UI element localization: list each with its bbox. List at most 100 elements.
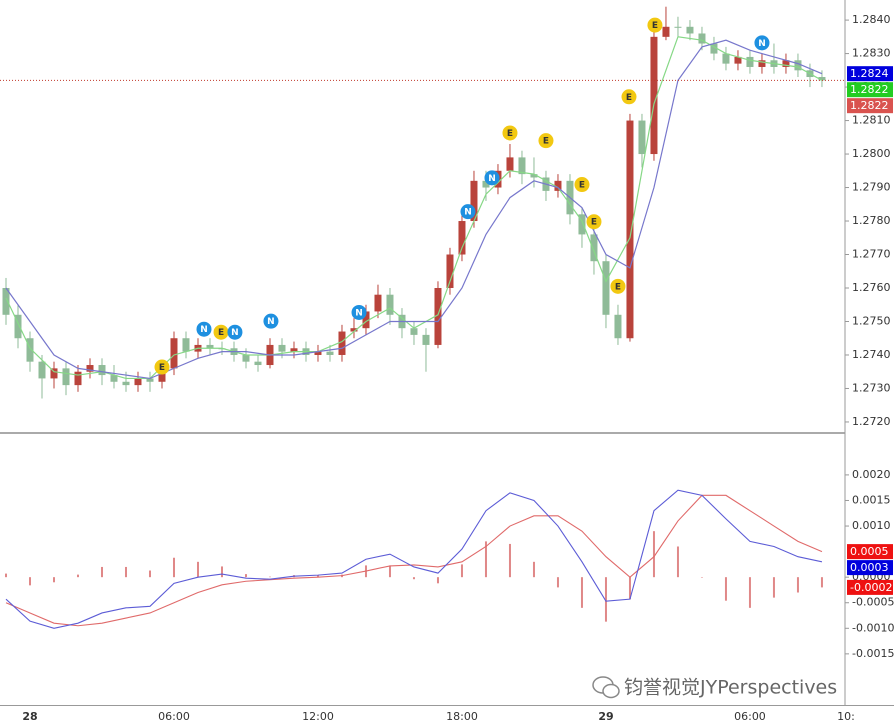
y-tick-label: 1.2840 bbox=[852, 13, 891, 26]
candle-body bbox=[818, 77, 826, 81]
histogram-bar bbox=[748, 577, 751, 608]
candle-body bbox=[50, 368, 58, 379]
x-tick-label: 29 bbox=[598, 710, 613, 723]
candle-body bbox=[470, 180, 478, 222]
candle-body bbox=[62, 368, 70, 386]
y-tick-label: 1.2750 bbox=[852, 314, 891, 327]
axes: 28 06:00 12:00 18:00 29 06:00 10: 1.2720 1.2730 1… bbox=[22, 13, 894, 723]
histogram-bar bbox=[196, 561, 199, 578]
histogram-bar bbox=[532, 561, 535, 578]
event-label: E bbox=[507, 129, 513, 139]
y-tick-label: 1.2790 bbox=[852, 181, 891, 194]
y-tick-label: -0.0015 bbox=[852, 647, 894, 660]
event-label: N bbox=[200, 325, 208, 335]
histogram-bar bbox=[436, 577, 439, 584]
candle-body bbox=[614, 314, 622, 339]
candle-body bbox=[350, 328, 358, 332]
candle-body bbox=[602, 261, 610, 315]
candle-body bbox=[338, 331, 346, 355]
last-value-box bbox=[847, 544, 893, 560]
candle-body bbox=[626, 120, 634, 339]
last-value-label: 1.2824 bbox=[850, 67, 889, 80]
histogram-bar bbox=[676, 546, 679, 578]
candle-body bbox=[482, 180, 490, 188]
moving-average-line bbox=[5, 39, 823, 380]
y-tick-label: -0.0005 bbox=[852, 596, 894, 609]
candle-body bbox=[446, 254, 454, 288]
y-tick-label: 1.2810 bbox=[852, 114, 891, 127]
last-value-box bbox=[847, 66, 893, 82]
last-value-box bbox=[847, 579, 893, 595]
candle-body bbox=[74, 371, 82, 386]
event-label: E bbox=[652, 21, 658, 31]
candle-body bbox=[38, 361, 46, 379]
histogram-bar bbox=[244, 574, 247, 578]
event-marker bbox=[754, 35, 770, 51]
candle-body bbox=[86, 365, 94, 372]
candle-body bbox=[458, 221, 466, 255]
event-label: N bbox=[464, 208, 472, 218]
event-marker bbox=[154, 359, 170, 375]
candle-body bbox=[110, 375, 118, 382]
histogram-bar bbox=[316, 575, 319, 578]
histogram-bar bbox=[148, 570, 151, 578]
event-marker bbox=[538, 133, 554, 149]
histogram-bar bbox=[460, 564, 463, 578]
candle-body bbox=[662, 26, 670, 37]
histogram-bar bbox=[172, 557, 175, 578]
last-value-label: 1.2822 bbox=[850, 99, 889, 112]
y-tick-label: 1.2740 bbox=[852, 348, 891, 361]
histogram-bar bbox=[508, 543, 511, 578]
event-label: E bbox=[579, 181, 585, 191]
candle-body bbox=[650, 36, 658, 155]
macd-line bbox=[5, 489, 823, 629]
candle-body bbox=[290, 348, 298, 352]
last-value-box bbox=[847, 560, 893, 576]
event-label: N bbox=[267, 317, 275, 327]
histogram-bar bbox=[4, 573, 7, 578]
event-marker bbox=[263, 313, 279, 329]
y-tick-label: 0.0010 bbox=[852, 519, 891, 532]
x-tick-label: 06:00 bbox=[158, 710, 190, 723]
event-label: N bbox=[488, 174, 496, 184]
candle-body bbox=[698, 33, 706, 44]
candle-body bbox=[710, 43, 718, 54]
event-label: E bbox=[218, 328, 224, 338]
event-label: E bbox=[543, 137, 549, 147]
histogram-bar bbox=[700, 577, 703, 578]
event-marker bbox=[574, 177, 590, 193]
candle-body bbox=[134, 378, 142, 386]
histogram-bar bbox=[412, 577, 415, 580]
candle-body bbox=[638, 120, 646, 155]
event-label: E bbox=[591, 218, 597, 228]
x-tick-label: 10: bbox=[837, 710, 855, 723]
event-label: N bbox=[231, 328, 239, 338]
event-marker bbox=[484, 170, 500, 186]
event-label: N bbox=[758, 39, 766, 49]
candle-body bbox=[410, 328, 418, 335]
candle-body bbox=[170, 338, 178, 369]
y-tick-label: 1.2800 bbox=[852, 147, 891, 160]
event-label: E bbox=[159, 363, 165, 373]
event-marker bbox=[196, 321, 212, 337]
candle-body bbox=[758, 60, 766, 67]
last-value-label: 1.2822 bbox=[850, 83, 889, 96]
moving-average-line bbox=[5, 36, 823, 380]
last-value-label: 0.0005 bbox=[850, 545, 889, 558]
histogram-bar bbox=[268, 576, 271, 578]
y-tick-label: 1.2830 bbox=[852, 47, 891, 60]
candle-body bbox=[506, 157, 514, 171]
candle-body bbox=[422, 334, 430, 345]
histogram-bar bbox=[580, 577, 583, 608]
candle-body bbox=[326, 351, 334, 355]
x-tick-label: 12:00 bbox=[302, 710, 334, 723]
candle-body bbox=[530, 174, 538, 178]
histogram-bar bbox=[820, 577, 823, 588]
candle-body bbox=[158, 368, 166, 382]
event-label: N bbox=[355, 308, 363, 318]
candle-body bbox=[686, 26, 694, 34]
event-label: E bbox=[626, 93, 632, 103]
candle-body bbox=[734, 56, 742, 64]
histogram-bar bbox=[220, 566, 223, 578]
